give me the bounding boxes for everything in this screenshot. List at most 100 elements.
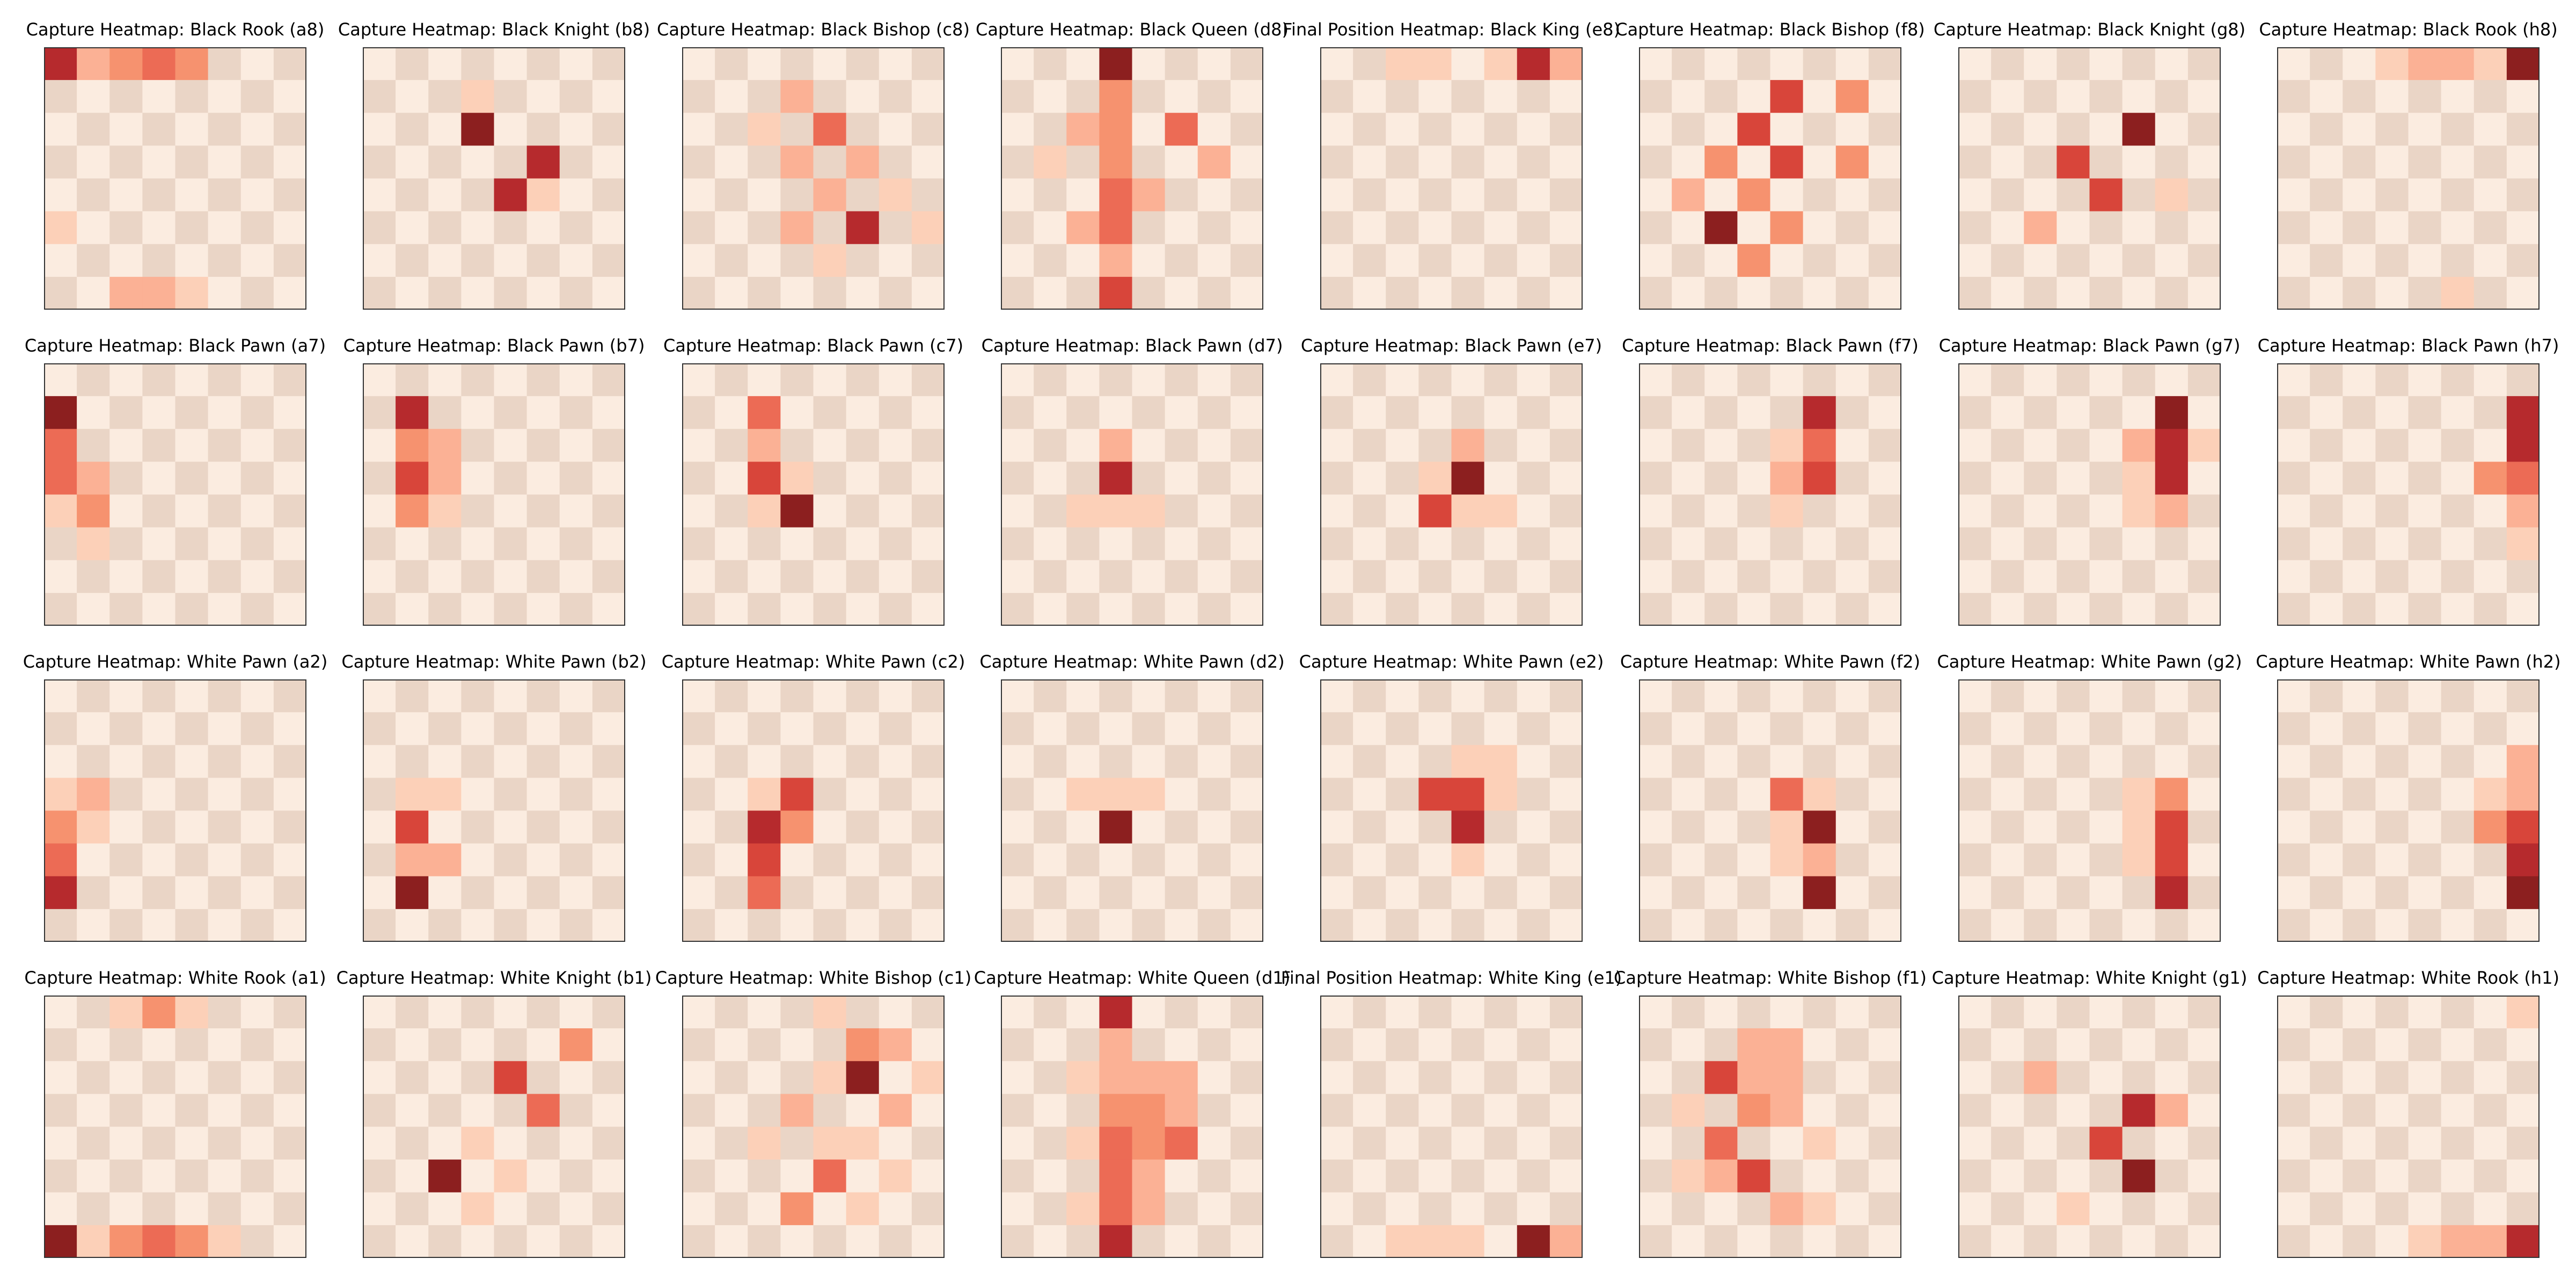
- square-g1: [1197, 592, 1231, 626]
- square-g1: [559, 592, 593, 626]
- square-c3: [1386, 1159, 1419, 1193]
- square-a6: [682, 113, 715, 146]
- square-a5: [44, 145, 77, 179]
- square-g3: [2473, 527, 2507, 561]
- square-a1: [1001, 276, 1034, 310]
- square-a1: [2277, 1225, 2310, 1258]
- square-b2: [1034, 560, 1067, 594]
- square-h8: [273, 47, 306, 80]
- square-c8: [1386, 996, 1419, 1029]
- square-b2: [1353, 560, 1386, 594]
- square-g7: [1835, 80, 1869, 113]
- square-c3: [748, 1159, 781, 1193]
- square-d4: [142, 810, 175, 844]
- square-d3: [1418, 843, 1452, 877]
- square-g1: [2155, 909, 2189, 942]
- square-a7: [1320, 396, 1353, 429]
- square-h3: [592, 211, 625, 245]
- square-a2: [682, 560, 715, 594]
- square-f3: [526, 211, 560, 245]
- square-f2: [1484, 876, 1518, 910]
- square-g2: [1517, 560, 1550, 594]
- square-e3: [175, 211, 209, 245]
- square-c3: [748, 843, 781, 877]
- square-b3: [1672, 527, 1705, 561]
- square-a7: [1320, 712, 1353, 745]
- square-e1: [1451, 276, 1485, 310]
- square-d1: [1099, 1225, 1132, 1258]
- square-h4: [1549, 1126, 1583, 1160]
- square-a7: [2277, 396, 2310, 429]
- square-f4: [2441, 494, 2475, 528]
- square-g8: [1197, 363, 1231, 397]
- square-d6: [1099, 745, 1132, 778]
- square-e4: [175, 494, 209, 528]
- square-h6: [1549, 113, 1583, 146]
- square-b3: [715, 211, 748, 245]
- square-a1: [1958, 1225, 1992, 1258]
- square-a6: [1320, 745, 1353, 778]
- square-h2: [2187, 560, 2221, 594]
- square-h7: [1549, 80, 1583, 113]
- square-g2: [240, 1192, 274, 1226]
- square-f3: [2441, 1159, 2475, 1193]
- square-h4: [1868, 810, 1901, 844]
- square-g3: [1835, 843, 1869, 877]
- square-a2: [1320, 1192, 1353, 1226]
- square-a4: [1320, 810, 1353, 844]
- square-c7: [1066, 396, 1100, 429]
- square-d5: [1737, 778, 1770, 811]
- square-b1: [1034, 276, 1067, 310]
- square-b7: [1034, 396, 1067, 429]
- square-a5: [44, 778, 77, 811]
- square-e4: [1451, 178, 1485, 212]
- square-e6: [1770, 429, 1804, 462]
- square-a3: [44, 843, 77, 877]
- panel-title: Capture Heatmap: White Knight (g1): [1931, 968, 2248, 988]
- panel-title: Capture Heatmap: White Bishop (f1): [1613, 968, 1927, 988]
- square-f8: [526, 679, 560, 713]
- square-h5: [2506, 462, 2540, 495]
- square-g4: [879, 494, 912, 528]
- square-h4: [273, 810, 306, 844]
- square-d2: [2375, 1192, 2409, 1226]
- square-e7: [2089, 1028, 2123, 1062]
- square-f6: [1803, 1061, 1836, 1094]
- square-d1: [780, 909, 814, 942]
- square-e6: [494, 745, 528, 778]
- square-d1: [2375, 1225, 2409, 1258]
- square-a2: [44, 560, 77, 594]
- square-d3: [2057, 1159, 2090, 1193]
- square-f6: [208, 1061, 241, 1094]
- square-f7: [526, 1028, 560, 1062]
- square-d4: [1099, 178, 1132, 212]
- square-h1: [1549, 276, 1583, 310]
- square-d4: [461, 1126, 494, 1160]
- square-g4: [1835, 178, 1869, 212]
- chess-board-heatmap: [1320, 363, 1583, 626]
- square-e6: [1451, 1061, 1485, 1094]
- square-a2: [682, 1192, 715, 1226]
- square-f4: [1484, 494, 1518, 528]
- square-a6: [2277, 745, 2310, 778]
- square-a6: [1320, 1061, 1353, 1094]
- square-c6: [1704, 113, 1738, 146]
- square-c7: [2024, 80, 2057, 113]
- square-d5: [780, 778, 814, 811]
- square-e2: [2089, 1192, 2123, 1226]
- square-f7: [526, 80, 560, 113]
- chess-board-heatmap: [363, 47, 625, 310]
- square-b5: [1991, 145, 2024, 179]
- square-c8: [109, 996, 143, 1029]
- square-b5: [2310, 145, 2343, 179]
- square-e4: [175, 810, 209, 844]
- square-g7: [2155, 80, 2189, 113]
- square-g3: [2155, 211, 2189, 245]
- square-c1: [109, 592, 143, 626]
- square-f8: [2441, 679, 2475, 713]
- square-f5: [1803, 145, 1836, 179]
- square-h7: [2187, 1028, 2221, 1062]
- square-c8: [2343, 47, 2376, 80]
- square-f1: [846, 592, 880, 626]
- square-h2: [2187, 1192, 2221, 1226]
